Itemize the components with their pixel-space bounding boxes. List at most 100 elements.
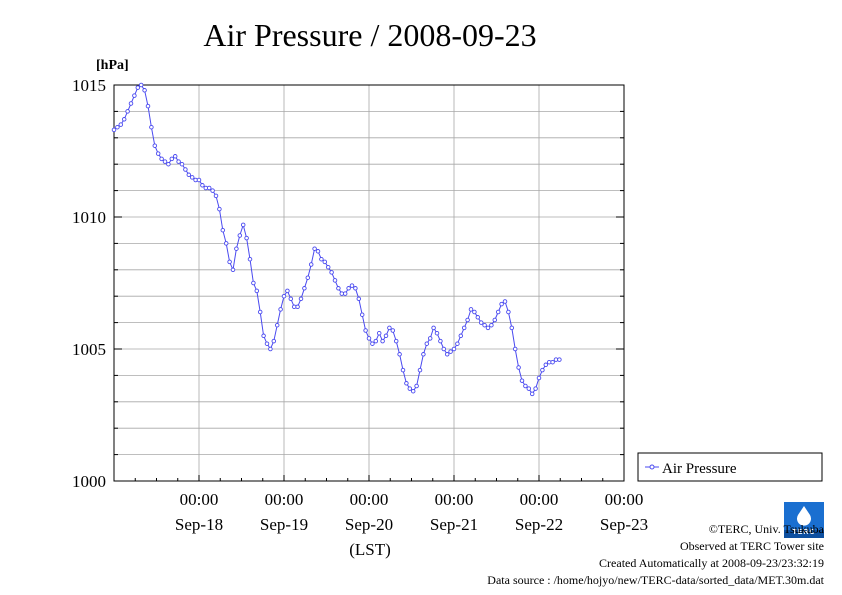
data-point bbox=[448, 349, 453, 354]
x-tick-time-label: 00:00 bbox=[265, 490, 304, 509]
data-point bbox=[227, 259, 232, 265]
series-line bbox=[113, 84, 560, 395]
y-tick-label: 1010 bbox=[72, 208, 106, 227]
logo-text: TERC bbox=[792, 529, 816, 536]
data-point bbox=[461, 325, 467, 331]
data-point bbox=[176, 159, 181, 164]
data-point bbox=[257, 309, 263, 315]
data-point bbox=[380, 338, 385, 344]
data-point bbox=[397, 352, 402, 357]
data-point bbox=[125, 109, 130, 114]
chart-title: Air Pressure / 2008-09-23 bbox=[203, 17, 536, 53]
data-point bbox=[478, 320, 484, 325]
data-point bbox=[502, 299, 508, 304]
data-point bbox=[251, 280, 256, 286]
data-point bbox=[533, 386, 538, 391]
y-tick-label: 1005 bbox=[72, 340, 106, 359]
data-point bbox=[346, 286, 351, 291]
data-point bbox=[230, 267, 236, 273]
data-point bbox=[118, 122, 124, 127]
data-point bbox=[247, 256, 253, 262]
data-point bbox=[142, 88, 147, 93]
data-point bbox=[271, 338, 277, 344]
data-point bbox=[516, 365, 521, 370]
data-point bbox=[536, 375, 542, 381]
data-point bbox=[278, 307, 283, 312]
data-point bbox=[424, 341, 430, 346]
data-point bbox=[115, 124, 120, 130]
data-point bbox=[319, 256, 324, 262]
data-point bbox=[111, 127, 117, 133]
data-point bbox=[465, 317, 470, 323]
x-axis-label: (LST) bbox=[349, 540, 391, 559]
data-point bbox=[162, 159, 168, 164]
footer-copyright: ©TERC, Univ. Tsukuba bbox=[708, 522, 824, 536]
data-point bbox=[244, 235, 249, 241]
y-axis-unit-label: [hPa] bbox=[96, 58, 129, 73]
data-point bbox=[349, 283, 355, 288]
data-point bbox=[482, 322, 487, 328]
x-tick-date-label: Sep-20 bbox=[345, 515, 393, 534]
data-point bbox=[210, 188, 215, 193]
data-point bbox=[152, 143, 158, 148]
data-point bbox=[285, 288, 290, 294]
data-point bbox=[519, 378, 525, 383]
data-point bbox=[353, 286, 358, 291]
data-point bbox=[295, 304, 300, 310]
data-point bbox=[506, 309, 511, 315]
data-point bbox=[322, 259, 328, 265]
data-point bbox=[183, 167, 188, 172]
data-point bbox=[370, 341, 375, 346]
data-point bbox=[189, 175, 195, 180]
data-point bbox=[329, 270, 334, 275]
data-point bbox=[434, 330, 440, 336]
data-point bbox=[441, 346, 447, 352]
x-tick-time-label: 00:00 bbox=[180, 490, 219, 509]
data-point bbox=[169, 156, 175, 162]
y-tick-label: 1000 bbox=[72, 472, 106, 491]
data-point bbox=[220, 227, 226, 233]
legend-marker-icon bbox=[649, 464, 655, 470]
data-point bbox=[458, 333, 464, 339]
x-tick-date-label: Sep-21 bbox=[430, 515, 478, 534]
data-point bbox=[305, 275, 311, 280]
data-point bbox=[196, 177, 202, 183]
data-point bbox=[155, 151, 161, 156]
data-point bbox=[526, 386, 532, 391]
data-point bbox=[421, 352, 426, 357]
x-axis: 00:00 Sep-18 00:00 Sep-19 00:00 Sep-20 00:00 Se… bbox=[134, 475, 648, 534]
data-point bbox=[138, 82, 144, 88]
data-point bbox=[172, 154, 178, 159]
data-point bbox=[261, 333, 266, 339]
data-point bbox=[145, 103, 151, 109]
data-point bbox=[438, 338, 443, 344]
data-point bbox=[529, 391, 535, 397]
data-point bbox=[489, 322, 494, 328]
data-point bbox=[540, 367, 545, 373]
data-point bbox=[376, 330, 382, 336]
data-point bbox=[274, 322, 280, 328]
terc-logo-icon bbox=[784, 502, 824, 538]
data-point bbox=[485, 325, 491, 331]
data-point bbox=[410, 388, 416, 394]
x-tick-time-label: 00:00 bbox=[435, 490, 474, 509]
data-point bbox=[417, 367, 423, 373]
data-point bbox=[431, 325, 436, 331]
data-point bbox=[414, 383, 419, 389]
series-air-pressure bbox=[111, 82, 562, 397]
data-point bbox=[363, 328, 368, 333]
legend-label: Air Pressure bbox=[662, 461, 737, 477]
data-point bbox=[509, 325, 515, 331]
data-point bbox=[223, 241, 229, 246]
x-tick-date-label: Sep-18 bbox=[175, 515, 223, 534]
data-point bbox=[472, 309, 477, 315]
data-point bbox=[206, 185, 212, 191]
footer-created: Created Automatically at 2008-09-23/23:3… bbox=[599, 556, 824, 570]
data-point bbox=[325, 264, 331, 270]
x-tick-time-label: 00:00 bbox=[350, 490, 389, 509]
legend: Air Pressure bbox=[637, 452, 823, 482]
data-point bbox=[302, 286, 307, 291]
data-point bbox=[404, 381, 409, 386]
data-point bbox=[264, 341, 270, 346]
x-tick-date-label: Sep-22 bbox=[515, 515, 563, 534]
